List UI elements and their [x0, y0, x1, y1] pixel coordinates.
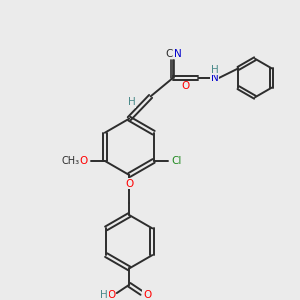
Text: H: H: [128, 97, 136, 107]
Text: O: O: [80, 156, 88, 166]
Text: C: C: [166, 49, 173, 59]
Text: O: O: [125, 178, 134, 189]
Text: H: H: [211, 65, 219, 75]
Text: H: H: [100, 290, 108, 299]
Text: O: O: [143, 290, 151, 299]
Text: N: N: [211, 73, 219, 83]
Text: N: N: [174, 49, 182, 59]
Text: O: O: [181, 81, 189, 91]
Text: O: O: [107, 290, 116, 299]
Text: Cl: Cl: [172, 156, 182, 166]
Text: CH₃: CH₃: [62, 156, 80, 166]
